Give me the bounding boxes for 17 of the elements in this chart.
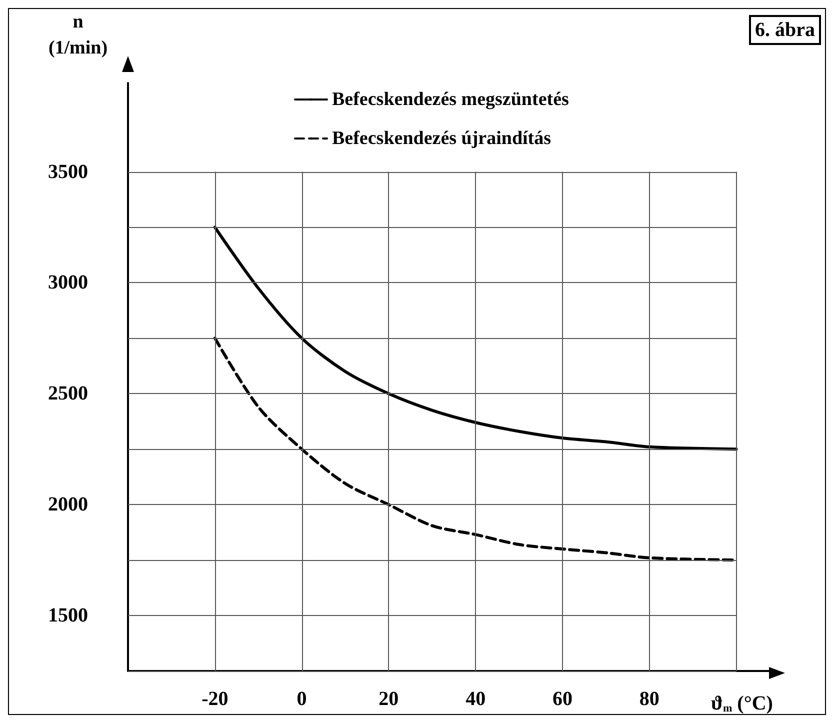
x-tick-label: 60 [552, 688, 572, 710]
y-axis-title: n (1/min) [48, 12, 108, 58]
y-tick-label: 2000 [48, 494, 88, 516]
x-axis-title: ϑm (°C) [711, 692, 773, 714]
legend-label: Befecskendezés megszüntetés [332, 89, 569, 110]
line-series [213, 226, 738, 451]
y-tick-label: 3000 [48, 272, 88, 294]
x-tick-label: 80 [639, 688, 660, 710]
text: 6. ábra [755, 19, 815, 41]
legend-label: Befecskendezés újraindítás [332, 128, 552, 149]
x-tick-label: 40 [466, 688, 486, 710]
y-tick-label: 2500 [48, 382, 88, 405]
y-tick-label: 3500 [48, 160, 88, 183]
x-tick-label: 20 [378, 688, 399, 710]
x-tick-label: 0 [296, 688, 307, 710]
x-tick-label: -20 [202, 688, 228, 710]
y-tick-label: 1500 [48, 604, 88, 627]
